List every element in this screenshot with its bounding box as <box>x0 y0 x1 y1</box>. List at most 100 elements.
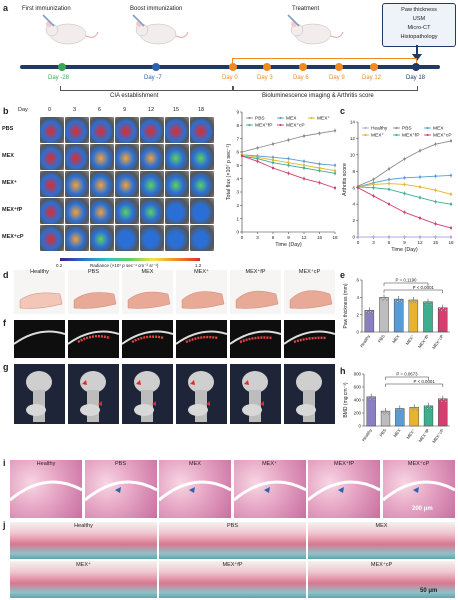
x-tick-label: 12 <box>417 240 423 245</box>
timeline-dot-day-3 <box>263 63 271 71</box>
x-axis-label: Time (Day) <box>391 247 418 253</box>
day-label-0: Day 0 <box>222 75 238 81</box>
y-tick-label: 6 <box>352 185 355 190</box>
ivis-cell <box>140 144 164 170</box>
legend-marker <box>395 133 398 137</box>
data-point <box>372 194 375 198</box>
y-axis-label: Paw thickness (mm) <box>343 283 349 328</box>
y-tick-label: 400 <box>354 398 362 403</box>
data-dot <box>382 298 384 301</box>
y-tick-label: 2 <box>236 203 239 208</box>
data-point <box>449 174 453 177</box>
data-point <box>418 175 422 179</box>
sig-bracket <box>385 376 429 380</box>
bar <box>423 301 433 333</box>
safranin-image: MEX <box>308 522 455 559</box>
x-tick-label: 6 <box>272 235 275 240</box>
data-point <box>434 235 437 239</box>
data-dot <box>430 303 432 306</box>
ivis-cell <box>90 144 114 170</box>
legend-marker <box>248 116 251 120</box>
y-tick-label: 1 <box>236 216 239 221</box>
x-tick-label: 18 <box>448 240 454 245</box>
ivis-cell <box>40 171 64 197</box>
paw-photo-label: MEX⁺ <box>194 269 209 275</box>
ivis-cell <box>190 117 214 143</box>
data-point <box>271 161 275 164</box>
micro-ct-image <box>122 364 173 424</box>
y-tick-label: 3 <box>236 190 239 195</box>
data-dot <box>414 407 417 410</box>
y-tick-label: 4 <box>357 295 360 300</box>
data-point <box>333 169 337 172</box>
ultrasound-image <box>14 320 65 358</box>
x-tick-label: MEX <box>391 334 400 344</box>
data-point <box>403 211 406 214</box>
timeline-dot-day-9 <box>335 63 343 71</box>
data-dot <box>424 405 427 408</box>
legend-marker <box>279 123 282 127</box>
p-value-label: P < 0.0001 <box>413 285 435 290</box>
data-point <box>449 193 453 196</box>
safranin-image: PBS <box>159 522 306 559</box>
day-label-6: Day 6 <box>293 75 309 81</box>
he-label: MEX <box>189 461 201 467</box>
mouse-icon-2 <box>132 14 189 45</box>
data-dot <box>400 300 403 303</box>
safranin-image: MEX⁺fP <box>159 561 306 598</box>
legend-marker <box>426 133 429 137</box>
ivis-cell <box>115 117 139 143</box>
ivis-cell <box>165 225 189 251</box>
paw-photo-image: MEX⁺cP <box>284 269 335 314</box>
paw-photo-image: PBS <box>68 269 119 314</box>
data-point <box>333 164 337 167</box>
data-dot <box>440 400 443 403</box>
data-point <box>271 156 275 159</box>
data-point <box>287 157 290 160</box>
data-dot <box>367 311 370 314</box>
data-dot <box>369 398 372 401</box>
x-tick-label: MEX⁺ <box>405 428 416 440</box>
ivis-cell <box>115 144 139 170</box>
ultrasound-image <box>284 320 335 358</box>
scale-bar-j: 50 μm <box>420 588 438 594</box>
x-tick-label: 9 <box>403 240 406 245</box>
data-point <box>434 142 437 146</box>
data-dot <box>401 410 404 412</box>
data-dot <box>413 300 416 302</box>
data-point <box>287 138 290 142</box>
treatment-bracket <box>232 58 417 64</box>
legend-entry: MEX⁺cP <box>286 123 305 129</box>
micro-ct-image <box>68 364 119 424</box>
data-dot <box>442 398 445 401</box>
data-dot <box>424 301 426 304</box>
data-point <box>271 158 275 162</box>
he-label: MEX⁺ <box>262 461 277 467</box>
x-tick-label: Healthy <box>359 333 372 348</box>
event-treatment: Treatment <box>292 6 320 12</box>
bmd-chart: 0 200 400 600 800 BMD (mg cm⁻³) Healthy PBS MEX M… <box>343 372 450 444</box>
legend-entry: MEX⁺cP <box>433 133 452 139</box>
data-dot <box>426 303 428 306</box>
x-tick-label: 9 <box>287 235 290 240</box>
day-col-12: 12 <box>148 107 155 113</box>
data-point <box>240 154 244 158</box>
panel-label-c: c <box>340 106 346 116</box>
day-col-18: 18 <box>198 107 205 113</box>
micro-ct-image <box>284 364 335 424</box>
colorbar-max: 1.2 <box>195 263 202 268</box>
panel-label-g: g <box>3 362 9 372</box>
timeline-dot-day-0 <box>229 63 237 71</box>
data-point <box>403 183 406 186</box>
x-tick-label: MEX⁺cP <box>431 334 444 350</box>
ivis-cell <box>140 225 164 251</box>
data-point <box>372 235 375 239</box>
ivis-cell <box>40 198 64 224</box>
bar <box>366 396 376 427</box>
data-point <box>271 142 275 146</box>
micro-ct-image <box>176 364 227 424</box>
paw-photo-label: PBS <box>87 269 99 275</box>
data-dot <box>371 311 374 314</box>
legend-marker <box>248 123 251 127</box>
mouse-icon-1 <box>42 14 99 45</box>
